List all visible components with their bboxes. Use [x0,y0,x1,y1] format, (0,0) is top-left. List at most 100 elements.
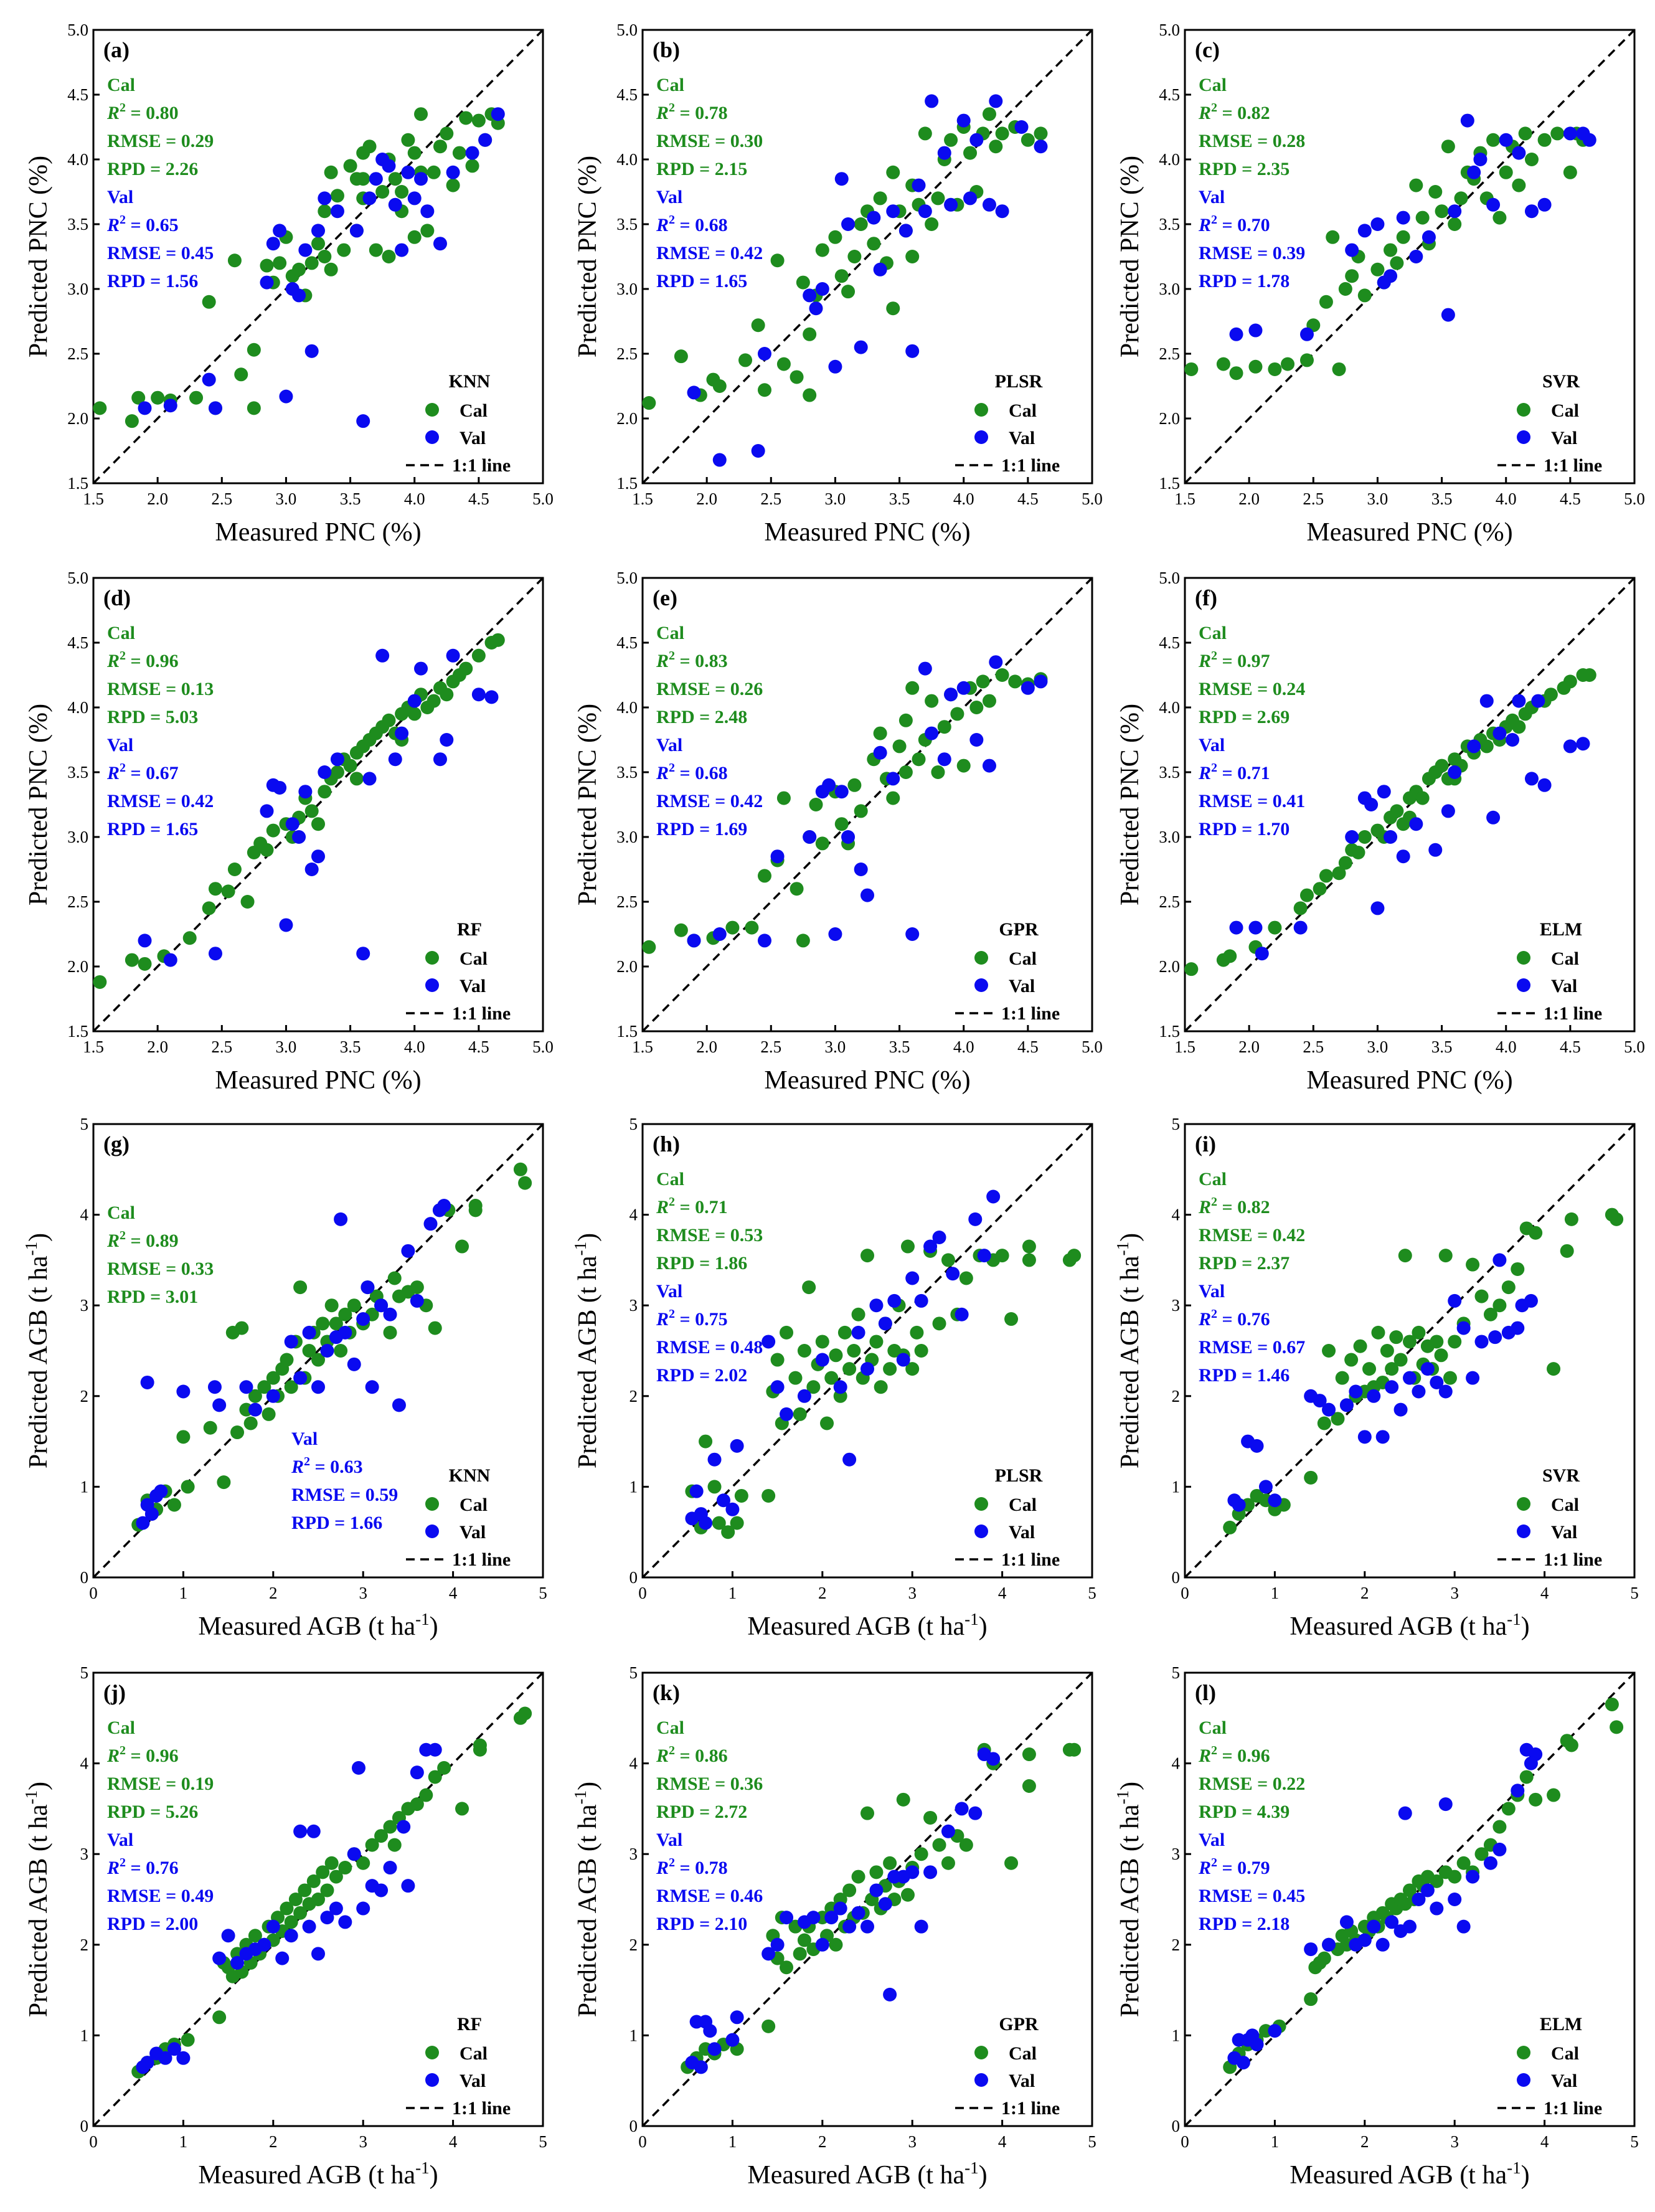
data-point-cal [941,1856,955,1870]
data-point-val [221,1929,235,1943]
legend-cal-label: Cal [1009,1495,1037,1515]
data-point-val [202,372,216,387]
data-point-val [361,1280,375,1295]
data-point-cal [1441,139,1455,154]
cal-stats-r2: R2 = 0.82 [1198,1195,1270,1217]
legend-cal-marker [1517,2046,1530,2059]
data-point-cal [802,1280,816,1295]
x-tick-label: 5 [539,2132,547,2151]
data-point-cal [892,739,907,754]
data-point-cal [1268,362,1282,376]
data-point-cal [343,759,357,773]
data-point-val [320,1344,334,1358]
panel-b: 1.51.5 2.0 2.0 2.5 2.5 3.0 3.0 3.5 3.5 4.0 4.0 4.5 4… [573,21,1103,547]
data-point-val [968,1212,983,1226]
data-point-cal [356,172,370,186]
data-point-val [388,197,402,212]
x-tick-label: 4.5 [1560,489,1581,508]
y-tick-label: 4.0 [67,150,88,169]
data-point-cal [202,295,216,309]
data-point-val [1448,204,1462,219]
cal-stats-rpd: RPD = 2.69 [1199,707,1290,727]
data-point-cal [867,237,881,251]
cal-stats-rpd: RPD = 2.37 [1199,1253,1290,1274]
data-point-cal [176,1430,191,1444]
data-point-cal [950,707,964,721]
data-point-val [687,385,701,400]
x-tick-label: 1.5 [1174,1037,1195,1056]
data-point-val [937,752,951,767]
legend-val-marker [974,2073,988,2087]
x-tick-label: 1 [728,1584,737,1602]
data-point-val [941,1824,955,1838]
data-point-val [1448,1293,1462,1308]
x-tick-label: 3.0 [1367,489,1389,508]
y-tick-label: 2 [80,1387,89,1406]
data-point-cal [455,1239,469,1254]
data-point-cal [712,1516,726,1530]
data-point-val [925,94,939,108]
y-tick-label: 1 [80,1477,89,1496]
legend-val-marker [425,978,439,992]
data-point-cal [304,256,319,270]
data-point-cal [428,1321,442,1335]
y-tick-label: 5.0 [67,21,88,39]
legend-cal-marker [425,403,439,417]
val-stats-rmse: RMSE = 0.67 [1199,1337,1305,1358]
data-point-cal [167,1498,181,1512]
y-tick-label: 0 [80,2117,89,2135]
data-point-val [851,1906,865,1920]
x-axis-label: Measured AGB (t ha-1) [198,2158,438,2190]
data-point-val [1488,1330,1502,1345]
data-point-cal [712,379,727,393]
legend-cal-label: Cal [1551,2043,1579,2064]
data-point-val [311,1947,325,1961]
data-point-val [1448,765,1462,779]
data-point-cal [1326,230,1340,244]
cal-stats-rmse: RMSE = 0.42 [1199,1225,1305,1245]
data-point-val [1370,217,1385,231]
data-point-val [208,947,222,961]
y-tick-label: 0 [1172,1568,1181,1587]
data-point-val [383,1861,397,1875]
data-point-cal [369,243,383,257]
data-point-val [266,237,280,251]
y-tick-label: 4 [629,1206,638,1224]
data-point-val [401,1879,415,1893]
data-point-cal [181,2033,195,2047]
data-point-cal [1299,353,1314,367]
legend: RF Cal Val 1:1 line [406,2014,511,2119]
data-point-val [304,863,319,876]
data-point-val [484,690,499,704]
legend-val-label: Val [1009,2071,1035,2091]
data-point-cal [1338,856,1352,870]
data-point-val [1511,1321,1525,1335]
data-point-val [440,733,454,747]
data-point-cal [382,250,396,263]
data-point-val [338,1325,352,1340]
data-point-cal [842,1883,857,1898]
data-point-cal [1550,126,1565,141]
data-point-val [955,1802,969,1816]
data-point-val [279,918,293,932]
data-point-cal [1331,1412,1345,1426]
data-point-cal [452,146,466,160]
y-tick-label: 4 [1172,1206,1181,1224]
data-point-cal [230,1425,245,1440]
panel-label: (h) [653,1132,680,1156]
panel-label: (j) [103,1680,126,1705]
val-stats-rmse: RMSE = 0.42 [107,791,214,811]
data-point-cal [780,1960,794,1975]
data-point-cal [293,1280,308,1295]
data-point-cal [362,139,377,154]
x-tick-label: 2.5 [760,1037,781,1056]
cal-stats-rpd: RPD = 2.15 [656,159,747,179]
val-stats-rmse: RMSE = 0.45 [107,243,214,263]
data-point-val [730,2010,744,2025]
y-tick-label: 2.5 [616,892,638,911]
panel-label: (e) [653,585,677,610]
data-point-cal [302,1344,316,1358]
data-point-cal [842,1362,857,1376]
data-point-cal [861,1806,874,1820]
legend: ELM Cal Val 1:1 line [1497,919,1602,1024]
